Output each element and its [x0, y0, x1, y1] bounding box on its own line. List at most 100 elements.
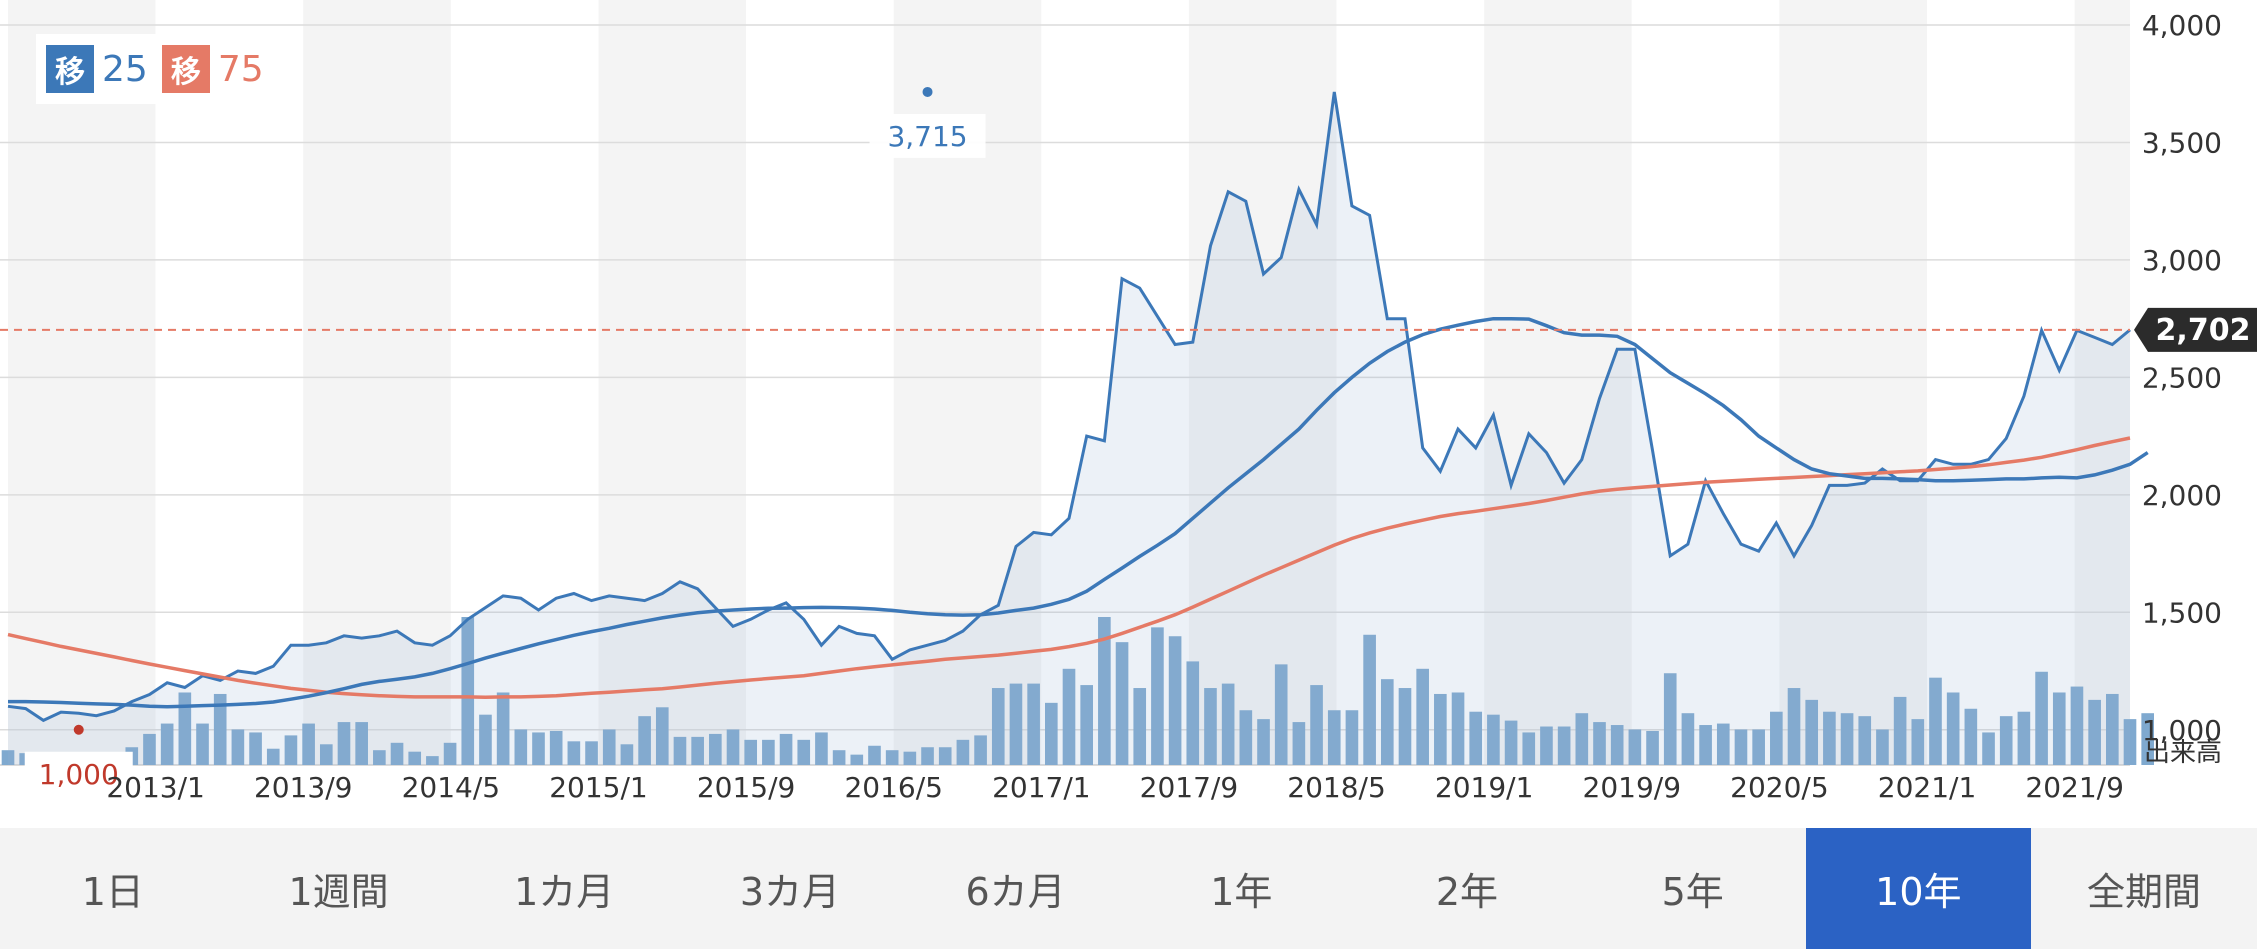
volume-bar: [2123, 719, 2137, 765]
volume-bar: [196, 723, 209, 765]
volume-bar: [1009, 683, 1023, 765]
volume-bar: [709, 733, 722, 765]
volume-bar: [1610, 725, 1624, 765]
volume-bar: [2052, 692, 2066, 765]
volume-bar: [1257, 719, 1270, 765]
volume-bar: [2141, 713, 2154, 765]
volume-bar: [408, 751, 422, 765]
legend-ma75: 移 75: [161, 45, 264, 93]
volume-bar: [2088, 699, 2101, 765]
y-tick-label: 1,000: [2142, 714, 2222, 747]
current-price-value: 2,702: [2156, 313, 2251, 348]
volume-bar: [1646, 730, 1659, 765]
volume-bar: [1770, 711, 1783, 765]
tab-1w[interactable]: 1週間: [288, 870, 389, 914]
y-tick-label: 1,500: [2142, 596, 2222, 629]
volume-bar: [1876, 729, 1889, 765]
volume-bar: [797, 739, 811, 765]
volume-bar: [567, 741, 581, 765]
time-band: [1041, 0, 1189, 765]
tab-6m[interactable]: 6カ月: [965, 870, 1066, 914]
volume-bar: [956, 739, 970, 765]
tab-1y[interactable]: 1年: [1210, 870, 1273, 914]
min-price-dot: [73, 724, 84, 735]
x-tick-label: 2019/1: [1435, 771, 1534, 804]
volume-bar: [2035, 671, 2048, 765]
volume-bar: [655, 707, 669, 765]
x-tick-label: 2019/9: [1583, 771, 1682, 804]
volume-bar: [373, 750, 386, 765]
volume-bar: [1380, 679, 1394, 765]
volume-bar: [514, 729, 528, 765]
volume-bar: [1752, 729, 1765, 765]
volume-bar: [1451, 692, 1465, 765]
price-area: [8, 92, 2130, 765]
tab-1d[interactable]: 1日: [81, 870, 144, 914]
volume-bar: [815, 732, 828, 765]
volume-bar: [1716, 723, 1730, 765]
volume-bar: [1504, 720, 1518, 765]
tab-1m[interactable]: 1カ月: [514, 870, 615, 914]
volume-bar: [355, 722, 368, 765]
volume-bar: [726, 729, 740, 765]
time-band: [1779, 0, 1928, 765]
volume-bar: [1805, 699, 1819, 765]
tab-2y[interactable]: 2年: [1435, 870, 1499, 914]
volume-bar: [1204, 688, 1217, 765]
chart-canvas[interactable]: 2,702 3,715 1,000 4,000 3,500 3,000 2,500 2,00…: [0, 0, 2257, 820]
volume-bar: [1098, 617, 1111, 765]
x-tick-label: 2017/9: [1140, 771, 1239, 804]
volume-bar: [1292, 722, 1306, 765]
volume-bar: [1221, 683, 1235, 765]
volume-bar: [2070, 686, 2084, 765]
volume-bar: [1363, 634, 1376, 765]
x-tick-label: 2021/1: [1878, 771, 1977, 804]
volume-bar: [390, 742, 404, 765]
volume-bar: [1133, 688, 1147, 765]
time-band: [450, 0, 599, 765]
volume-bar: [1999, 716, 2013, 765]
volume-bar: [903, 751, 917, 765]
volume-bar: [991, 688, 1005, 765]
ma25-line: [8, 316, 2149, 709]
volume-bar: [1274, 664, 1288, 765]
price-line: [7, 91, 2131, 723]
volume-bar: [302, 723, 315, 765]
tab-5y[interactable]: 5年: [1661, 870, 1724, 914]
volume-bar: [2017, 711, 2031, 765]
volume-bar: [1823, 711, 1836, 765]
volume-bar: [532, 732, 545, 765]
stock-chart[interactable]: 2,702 3,715 1,000 4,000 3,500 3,000 2,500 2,00…: [0, 0, 2257, 820]
volume-bar: [585, 741, 598, 765]
tab-10y[interactable]: 10年: [1805, 828, 2032, 949]
volume-bar: [850, 754, 864, 765]
tab-3m[interactable]: 3カ月: [739, 870, 840, 914]
volume-bar: [1787, 688, 1801, 765]
time-band: [1631, 0, 1780, 765]
ma75-label: 75: [217, 48, 264, 90]
volume-bar: [1628, 729, 1642, 765]
volume-bar: [231, 729, 245, 765]
volume-bar: [938, 747, 952, 765]
y-tick-label: 3,500: [2142, 126, 2222, 159]
volume-bar: [284, 735, 298, 765]
volume-bar: [1, 750, 15, 765]
volume-bar: [1239, 710, 1253, 765]
volume-bar: [620, 744, 634, 765]
volume-bar: [974, 735, 987, 765]
volume-bar: [1151, 627, 1164, 765]
volume-bar: [266, 748, 280, 765]
tab-all[interactable]: 全期間: [2087, 870, 2202, 914]
time-band: [2074, 0, 2130, 765]
time-band: [8, 0, 156, 765]
volume-bar: [1982, 732, 1995, 765]
volume-bar: [549, 730, 563, 765]
volume-bar: [213, 693, 227, 765]
ma25-label: 25: [102, 48, 148, 90]
volume-bar: [779, 733, 793, 765]
volume-bar: [885, 750, 899, 765]
volume-bar: [1522, 732, 1536, 765]
volume-bar: [496, 692, 510, 765]
volume-bar: [2106, 693, 2119, 765]
x-tick-label: 2016/5: [844, 771, 943, 804]
